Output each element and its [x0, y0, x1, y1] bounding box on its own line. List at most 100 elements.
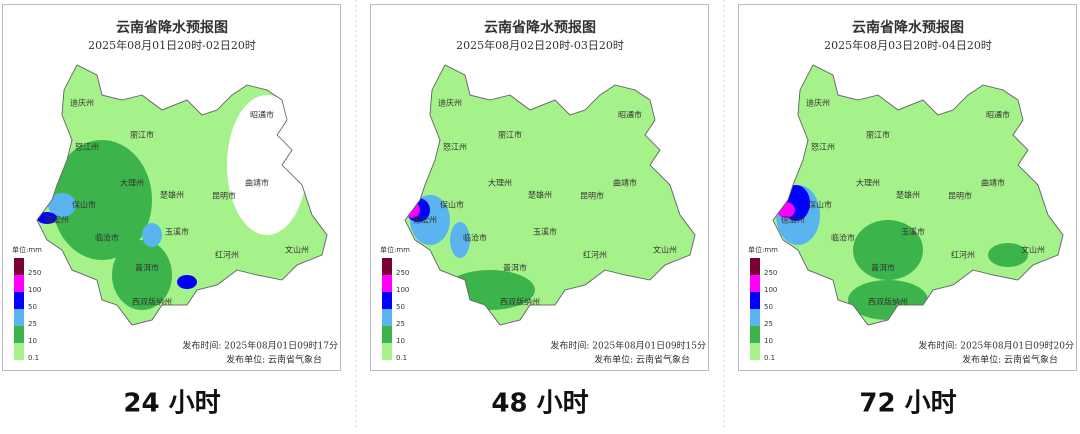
- legend-unit: 单位:mm: [12, 245, 42, 254]
- city-label: 曲靖市: [245, 178, 269, 188]
- legend-swatch: [750, 292, 760, 309]
- legend-swatch: [14, 326, 24, 343]
- city-label: 大理州: [488, 178, 512, 188]
- legend-swatch: [382, 275, 392, 292]
- map-subtitle: 2025年08月02日20时-03日20时: [456, 38, 624, 52]
- city-label: 昆明市: [580, 191, 604, 201]
- legend-label: 100: [396, 286, 409, 294]
- issuer: 发布单位: 云南省气象台: [594, 354, 690, 366]
- city-label: 红河州: [951, 250, 975, 260]
- city-label: 楚雄州: [896, 190, 920, 200]
- legend-unit: 单位:mm: [380, 245, 410, 254]
- city-label: 红河州: [583, 250, 607, 260]
- legend-swatch: [14, 275, 24, 292]
- legend-label: 0.1: [764, 354, 775, 362]
- legend-label: 250: [764, 269, 777, 277]
- map-subtitle: 2025年08月01日20时-02日20时: [88, 38, 256, 52]
- city-label: 临沧市: [95, 233, 119, 243]
- city-label: 保山市: [72, 200, 96, 210]
- legend-swatch: [382, 326, 392, 343]
- issue-time: 发布时间: 2025年08月01日09时15分: [550, 340, 706, 352]
- city-label: 保山市: [440, 200, 464, 210]
- city-label: 普洱市: [503, 263, 527, 273]
- caption: 48 小时: [491, 389, 588, 419]
- rain-patch: [142, 223, 162, 247]
- city-label: 昭通市: [986, 110, 1010, 120]
- city-label: 西双版纳州: [132, 297, 172, 307]
- legend-label: 25: [28, 320, 37, 328]
- legend-swatch: [14, 258, 24, 275]
- city-label: 普洱市: [135, 263, 159, 273]
- city-label: 丽江市: [866, 130, 890, 140]
- legend-swatch: [750, 326, 760, 343]
- caption: 72 小时: [859, 389, 956, 419]
- map-title: 云南省降水预报图: [484, 19, 596, 36]
- city-label: 楚雄州: [160, 190, 184, 200]
- rain-patch: [48, 193, 76, 217]
- legend-label: 25: [764, 320, 773, 328]
- city-label: 昭通市: [250, 110, 274, 120]
- legend-label: 10: [764, 337, 773, 345]
- city-label: 昆明市: [948, 191, 972, 201]
- city-label: 文山州: [1021, 245, 1045, 255]
- city-label: 曲靖市: [613, 178, 637, 188]
- legend-label: 100: [28, 286, 41, 294]
- map-title: 云南省降水预报图: [852, 19, 964, 36]
- city-label: 大理州: [120, 178, 144, 188]
- legend-label: 10: [28, 337, 37, 345]
- city-label: 德宏州: [781, 215, 805, 225]
- legend-swatch: [750, 309, 760, 326]
- province-border: [772, 64, 1064, 326]
- map-panel: 云南省降水预报图 2025年08月01日20时-02日20时迪庆州丽江市怒江州大理…: [2, 4, 341, 419]
- issuer: 发布单位: 云南省气象台: [962, 354, 1058, 366]
- province-border: [36, 64, 328, 326]
- city-label: 怒江州: [443, 142, 467, 152]
- city-label: 怒江州: [811, 142, 835, 152]
- issuer: 发布单位: 云南省气象台: [226, 354, 322, 366]
- city-label: 迪庆州: [438, 98, 462, 108]
- legend-label: 10: [396, 337, 405, 345]
- legend-label: 25: [396, 320, 405, 328]
- legend-unit: 单位:mm: [748, 245, 778, 254]
- city-label: 西双版纳州: [500, 297, 540, 307]
- city-label: 丽江市: [498, 130, 522, 140]
- province-border: [404, 64, 696, 326]
- legend-swatch: [382, 309, 392, 326]
- legend-label: 250: [28, 269, 41, 277]
- rain-patch: [112, 240, 172, 310]
- legend-label: 250: [396, 269, 409, 277]
- legend-label: 50: [28, 303, 37, 311]
- city-label: 昭通市: [618, 110, 642, 120]
- rain-patch: [232, 110, 282, 170]
- city-label: 西双版纳州: [868, 297, 908, 307]
- map-panel: 云南省降水预报图 2025年08月02日20时-03日20时迪庆州丽江市怒江州大理…: [370, 4, 709, 419]
- legend-swatch: [14, 292, 24, 309]
- legend-label: 0.1: [28, 354, 39, 362]
- legend-swatch: [750, 275, 760, 292]
- legend-swatch: [382, 292, 392, 309]
- legend-swatch: [14, 309, 24, 326]
- city-label: 德宏州: [45, 215, 69, 225]
- legend-swatch: [750, 343, 760, 360]
- city-label: 楚雄州: [528, 190, 552, 200]
- city-label: 迪庆州: [70, 98, 94, 108]
- rain-patch: [177, 275, 197, 289]
- rain-patch: [37, 212, 57, 224]
- legend-swatch: [14, 343, 24, 360]
- legend-label: 50: [764, 303, 773, 311]
- city-label: 怒江州: [75, 142, 99, 152]
- city-label: 丽江市: [130, 130, 154, 140]
- rain-layer: [37, 95, 307, 310]
- caption: 24 小时: [123, 389, 220, 419]
- city-label: 迪庆州: [806, 98, 830, 108]
- city-label: 保山市: [808, 200, 832, 210]
- city-label: 普洱市: [871, 263, 895, 273]
- city-label: 曲靖市: [981, 178, 1005, 188]
- rain-patch: [853, 220, 923, 280]
- legend-label: 100: [764, 286, 777, 294]
- city-label: 玉溪市: [165, 227, 189, 237]
- city-label: 玉溪市: [533, 227, 557, 237]
- city-label: 临沧市: [831, 233, 855, 243]
- legend-swatch: [382, 258, 392, 275]
